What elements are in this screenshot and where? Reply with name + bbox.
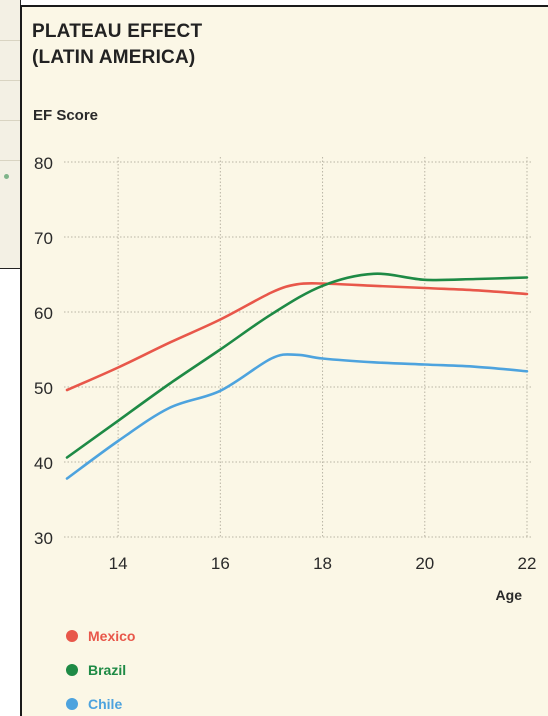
x-tick-label-16: 16 (211, 554, 230, 573)
chart-title-line-1: PLATEAU EFFECT (32, 21, 203, 42)
legend-label-brazil: Brazil (88, 662, 127, 678)
line-chart: 30 40 50 60 70 80 14 16 18 20 22 Age (34, 154, 537, 603)
legend-label-chile: Chile (88, 696, 123, 712)
x-tick-label-20: 20 (415, 554, 434, 573)
legend-item-chile: Chile (66, 687, 135, 716)
chart-card: PLATEAU EFFECT (LATIN AMERICA) EF Score … (20, 5, 548, 716)
y-tick-label-70: 70 (34, 229, 53, 248)
legend-item-brazil: Brazil (66, 653, 135, 687)
y-tick-label-40: 40 (34, 454, 53, 473)
legend: Mexico Brazil Chile (66, 619, 135, 716)
background-page-fragment (0, 0, 21, 269)
x-tick-label-22: 22 (518, 554, 537, 573)
chart-title-line-2: (LATIN AMERICA) (32, 47, 196, 68)
legend-marker-brazil (66, 664, 78, 676)
legend-item-mexico: Mexico (66, 619, 135, 653)
y-tick-label-80: 80 (34, 154, 53, 173)
series-line-mexico (65, 281, 529, 392)
y-tick-label-30: 30 (34, 529, 53, 548)
legend-marker-chile (66, 698, 78, 710)
chart-title: PLATEAU EFFECT (LATIN AMERICA) (32, 19, 202, 71)
y-tick-label-50: 50 (34, 379, 53, 398)
x-axis-label: Age (496, 587, 523, 603)
x-tick-label-14: 14 (109, 554, 128, 573)
background-rule (0, 80, 20, 81)
y-axis-label: EF Score (33, 107, 99, 124)
series-line-chile (65, 353, 529, 480)
series-line-brazil (65, 272, 529, 459)
background-rule (0, 40, 20, 41)
background-rule (0, 120, 20, 121)
x-tick-label-18: 18 (313, 554, 332, 573)
background-rule (0, 160, 20, 161)
legend-marker-mexico (66, 630, 78, 642)
y-tick-label-60: 60 (34, 304, 53, 323)
legend-label-mexico: Mexico (88, 628, 136, 644)
background-dot (4, 174, 9, 179)
